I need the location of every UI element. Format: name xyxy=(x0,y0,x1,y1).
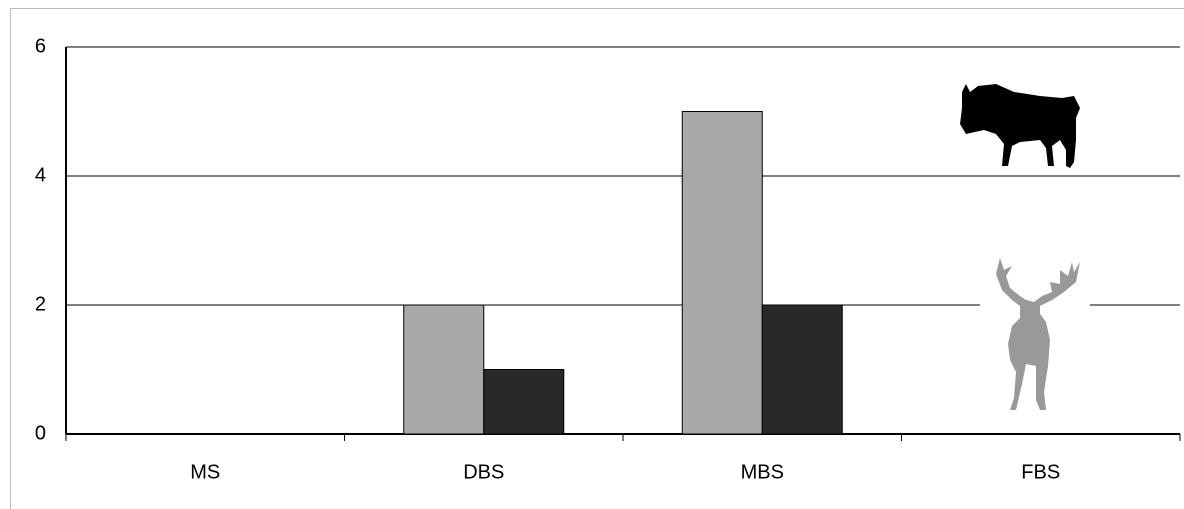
deer-icon xyxy=(996,258,1080,410)
x-tick-label: MBS xyxy=(741,461,784,483)
x-tick-label: DBS xyxy=(463,461,504,483)
plot-area: 0 2 4 6 MS DBS MBS FBS xyxy=(35,35,1181,483)
y-tick-label: 2 xyxy=(35,293,46,315)
y-tick-label: 6 xyxy=(35,35,46,57)
y-tick-label: 0 xyxy=(35,422,46,444)
bar xyxy=(681,111,763,435)
x-tick-label: FBS xyxy=(1021,461,1060,483)
bar xyxy=(483,369,565,435)
x-tick-label: MS xyxy=(190,461,220,483)
icons xyxy=(960,84,1090,420)
bison-icon xyxy=(960,84,1080,168)
bar xyxy=(761,304,843,435)
frame xyxy=(10,8,1184,509)
y-tick-label: 4 xyxy=(35,164,46,186)
bar xyxy=(403,304,485,435)
